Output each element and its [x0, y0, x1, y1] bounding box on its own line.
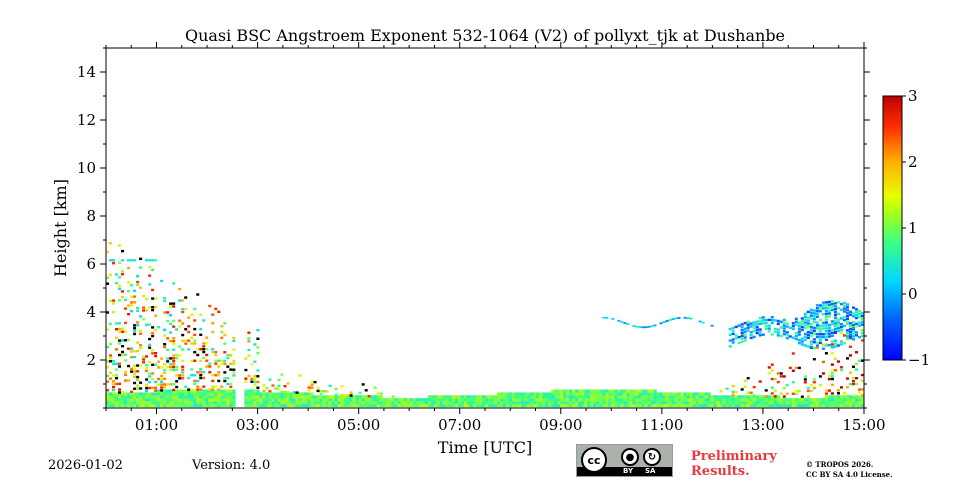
y-tick-label: 4: [86, 303, 96, 321]
x-tick-label: 13:00: [741, 416, 784, 434]
colorbar-tick-label: 0: [908, 285, 918, 303]
colorbar-tick-label: 1: [908, 219, 918, 237]
y-tick-label: 12: [77, 111, 96, 129]
x-tick-label: 05:00: [337, 416, 380, 434]
heatmap-data: [106, 241, 865, 408]
by-label: BY: [623, 467, 634, 475]
copyright-line: © TROPOS 2026.: [806, 460, 874, 469]
date-label: 2026-01-02: [48, 458, 123, 473]
x-tick-label: 07:00: [438, 416, 481, 434]
preliminary-line-1: Preliminary: [691, 449, 777, 464]
cc-license-badge: cc ● ↻ BY SA: [576, 444, 673, 477]
cc-icon: cc: [581, 447, 607, 473]
y-tick-label: 8: [86, 207, 96, 225]
plot-frame: [105, 47, 865, 409]
y-tick-label: 6: [86, 255, 96, 273]
y-tick-label: 14: [77, 63, 96, 81]
colorbar-tick-label: 2: [908, 153, 918, 171]
chart-title: Quasi BSC Angstroem Exponent 532-1064 (V…: [185, 26, 785, 45]
y-axis-ticks: 2 4 6 8 10 12 14: [77, 47, 870, 409]
colorbar-ticks: 3 2 1 0 −1: [902, 87, 930, 369]
version-label: Version: 4.0: [192, 458, 271, 473]
x-axis-label: Time [UTC]: [438, 438, 532, 457]
preliminary-line-2: Results.: [691, 464, 750, 479]
colorbar-tick-label: −1: [908, 351, 930, 369]
colorbar-tick-label: 3: [908, 87, 918, 105]
sa-label: SA: [645, 467, 656, 475]
x-tick-label: 11:00: [640, 416, 683, 434]
x-tick-label: 03:00: [236, 416, 279, 434]
y-axis-label: Height [km]: [51, 179, 70, 277]
license-text: © TROPOS 2026. CC BY SA 4.0 License.: [806, 460, 956, 480]
y-tick-label: 2: [86, 351, 96, 369]
x-axis-ticks: 01:00 03:00 05:00 07:00 09:00 11:00 13:00 15:00: [105, 42, 886, 434]
x-tick-label: 01:00: [135, 416, 178, 434]
share-alike-icon: ↻: [643, 448, 661, 466]
license-line: CC BY SA 4.0 License.: [806, 470, 893, 479]
preliminary-results-note: Preliminary Results.: [691, 449, 801, 479]
colorbar: [882, 95, 903, 361]
x-tick-label: 15:00: [842, 416, 885, 434]
x-tick-label: 09:00: [539, 416, 582, 434]
y-tick-label: 10: [77, 159, 96, 177]
person-icon: ●: [621, 448, 639, 466]
